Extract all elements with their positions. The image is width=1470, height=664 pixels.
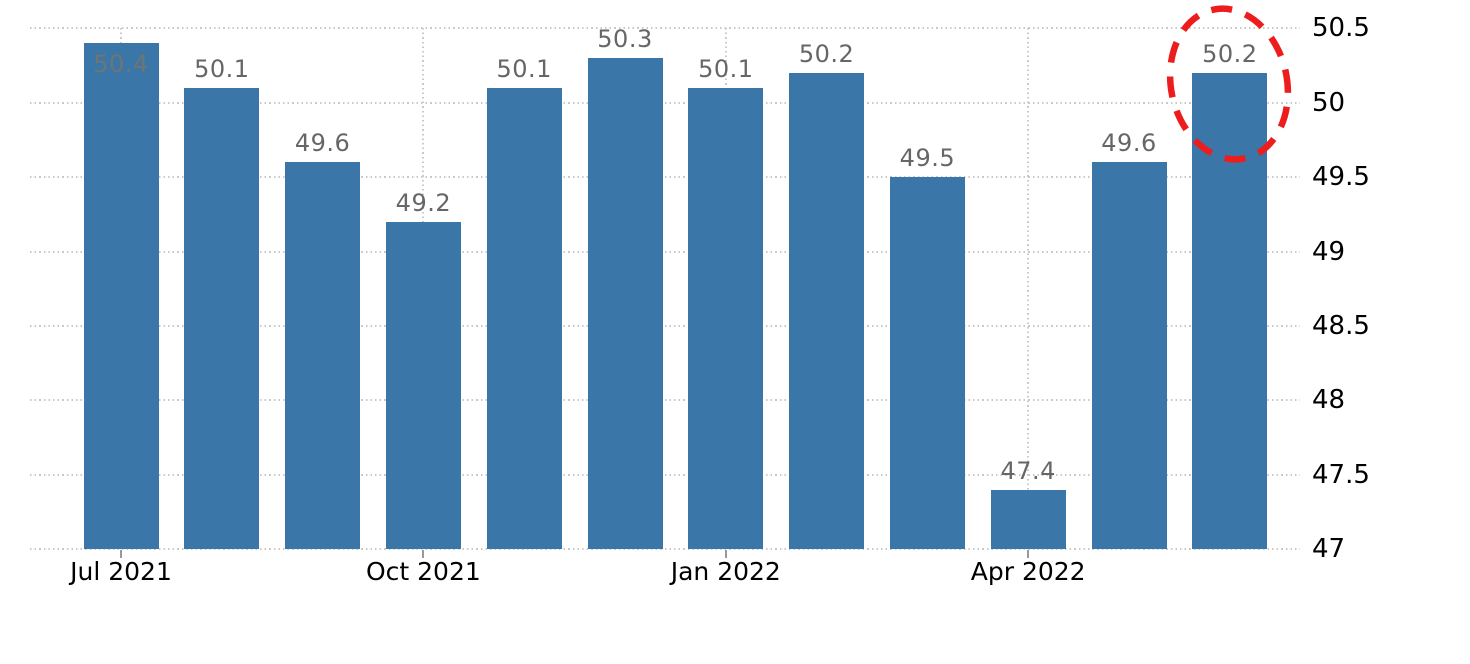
bar[interactable] bbox=[587, 58, 663, 549]
gridline-horizontal bbox=[30, 399, 1300, 402]
gridline-horizontal bbox=[30, 548, 1300, 550]
bar[interactable] bbox=[990, 489, 1066, 549]
y-axis-label: 48 bbox=[1312, 385, 1346, 416]
bar[interactable] bbox=[1091, 162, 1167, 549]
bar-value-label: 47.4 bbox=[1000, 456, 1056, 485]
gridline-horizontal bbox=[30, 27, 1300, 30]
gridline-horizontal bbox=[30, 101, 1300, 104]
y-axis-label: 49.5 bbox=[1312, 162, 1370, 193]
bar-value-label: 50.1 bbox=[496, 54, 552, 83]
x-axis-label: Jul 2021 bbox=[70, 557, 172, 586]
gridline-horizontal bbox=[30, 473, 1300, 476]
bar[interactable] bbox=[889, 177, 965, 549]
gridline-horizontal bbox=[30, 324, 1300, 327]
x-axis-tick bbox=[724, 550, 727, 558]
y-axis-label: 47 bbox=[1312, 534, 1346, 564]
highlight-circle-icon bbox=[1166, 5, 1291, 163]
bar-value-label: 50.1 bbox=[194, 54, 250, 83]
x-axis-label: Jan 2022 bbox=[670, 557, 781, 586]
bar-value-label: 49.6 bbox=[294, 129, 351, 158]
y-axis-label: 48.5 bbox=[1312, 310, 1370, 341]
x-axis-tick bbox=[1027, 550, 1030, 558]
bar[interactable] bbox=[83, 43, 159, 549]
bar-value-label: 50.2 bbox=[798, 40, 855, 69]
gridline-horizontal bbox=[30, 176, 1300, 179]
y-axis-label: 47.5 bbox=[1312, 459, 1370, 490]
bar[interactable] bbox=[486, 87, 562, 549]
gridline-vertical bbox=[1027, 28, 1030, 549]
x-axis-label: Apr 2022 bbox=[970, 557, 1086, 586]
bar-value-label: 49.6 bbox=[1101, 129, 1157, 158]
bar-value-label: 49.2 bbox=[395, 188, 452, 217]
bar-value-label: 50.2 bbox=[1202, 40, 1258, 69]
bar-value-label: 50.4 bbox=[93, 50, 149, 79]
x-axis-tick bbox=[422, 550, 425, 558]
y-axis-label: 49 bbox=[1312, 236, 1346, 267]
bar[interactable] bbox=[688, 87, 764, 549]
y-axis-label: 50.5 bbox=[1312, 13, 1370, 44]
bar-value-label: 50.1 bbox=[698, 54, 754, 83]
y-axis-label: 50 bbox=[1312, 87, 1346, 118]
x-axis-label: Oct 2021 bbox=[365, 557, 481, 586]
bar-value-label: 50.3 bbox=[597, 25, 653, 54]
bar-value-label: 49.5 bbox=[899, 144, 956, 173]
bar[interactable] bbox=[285, 162, 361, 549]
bar[interactable] bbox=[184, 87, 260, 549]
bar[interactable] bbox=[385, 221, 461, 549]
x-axis-tick bbox=[120, 550, 122, 558]
gridline-horizontal bbox=[30, 250, 1300, 253]
bar[interactable] bbox=[789, 73, 865, 549]
footer: TICKMILL TRADINGECONOMICS.COM | NATIONAL… bbox=[0, 596, 1470, 664]
